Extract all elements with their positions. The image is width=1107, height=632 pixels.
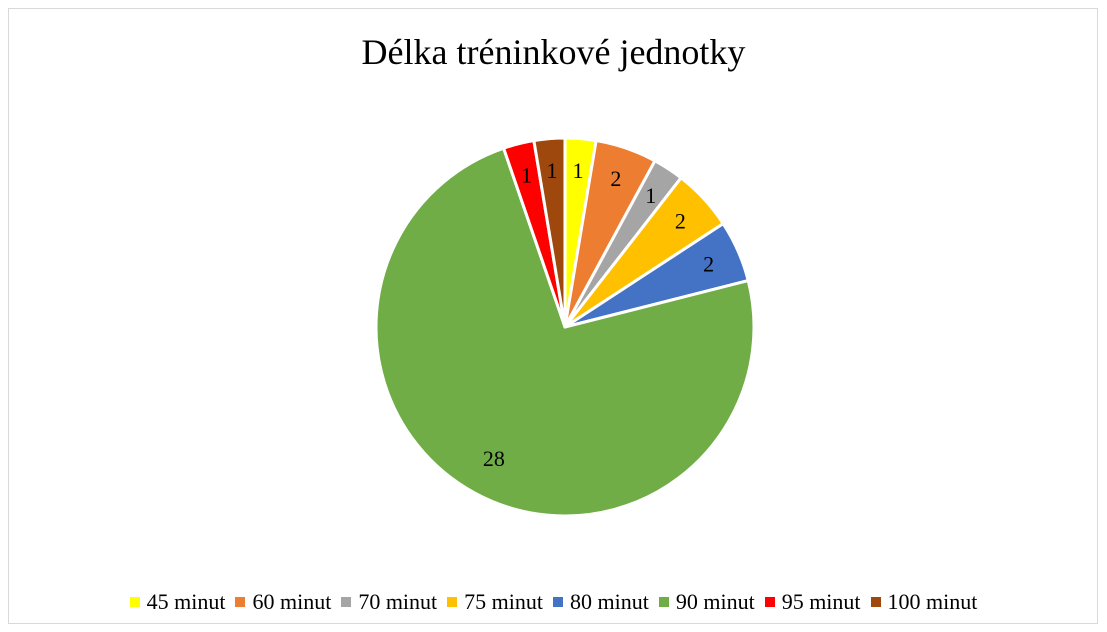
data-label-80-minut: 2 — [703, 251, 714, 276]
legend-label: 70 minut — [358, 589, 438, 614]
legend-item: 80 minut — [553, 588, 649, 616]
legend-swatch — [341, 597, 352, 607]
data-label-45-minut: 1 — [572, 158, 583, 183]
legend-item: 60 minut — [235, 588, 331, 616]
data-label-70-minut: 1 — [645, 183, 656, 208]
legend-item: 100 minut — [870, 588, 978, 616]
legend-swatch — [764, 597, 775, 607]
legend-item: 90 minut — [658, 588, 755, 616]
legend-swatch — [870, 597, 881, 607]
data-label-95-minut: 1 — [521, 162, 532, 187]
legend-label: 60 minut — [252, 589, 332, 614]
legend-item: 70 minut — [341, 588, 437, 616]
data-label-90-minut: 28 — [483, 446, 505, 471]
legend-swatch — [235, 597, 246, 607]
pie-slice-90-minut — [374, 146, 756, 518]
data-label-100-minut: 1 — [547, 158, 558, 183]
pie-slice-100-minut — [532, 136, 567, 329]
legend-item: 75 minut — [447, 588, 543, 616]
data-label-75-minut: 2 — [675, 208, 686, 233]
legend-swatch — [129, 597, 140, 607]
data-label-60-minut: 2 — [610, 166, 621, 191]
legend-swatch — [447, 597, 458, 607]
legend-item: 95 minut — [764, 588, 861, 616]
legend-label: 90 minut — [675, 589, 755, 614]
chart-legend: 45 minut 60 minut 70 minut 75 minut 80 minut… — [0, 588, 1107, 616]
legend-label: 45 minut — [146, 589, 226, 614]
legend-swatch — [553, 597, 563, 607]
legend-label: 100 minut — [887, 589, 978, 614]
legend-item: 45 minut — [129, 588, 226, 616]
legend-label: 80 minut — [570, 589, 649, 614]
legend-label: 95 minut — [781, 589, 861, 614]
legend-swatch — [658, 597, 669, 607]
chart-title: Délka tréninkové jednotky — [361, 32, 746, 72]
legend-label: 75 minut — [464, 589, 543, 614]
